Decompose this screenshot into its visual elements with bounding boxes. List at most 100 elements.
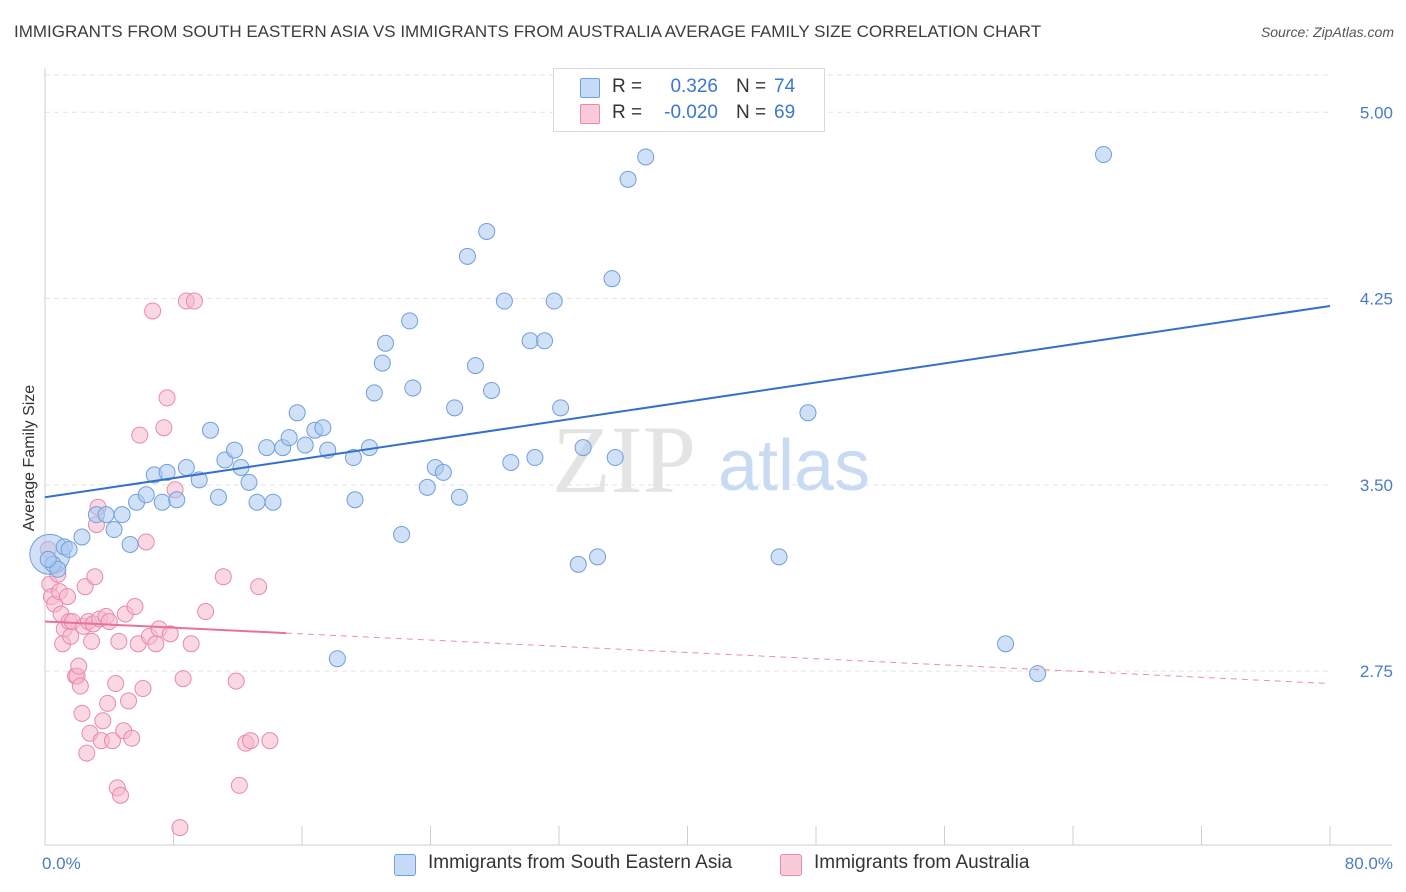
point-sea xyxy=(619,170,637,188)
point-australia xyxy=(71,677,89,695)
legend-r-value: -0.020 xyxy=(664,102,718,123)
trend-line-australia-solid xyxy=(44,620,286,635)
legend-r-label: R = xyxy=(612,76,643,97)
point-australia xyxy=(230,776,248,794)
point-australia xyxy=(99,694,117,712)
x-tick-label-min: 0.0% xyxy=(42,854,81,873)
point-sea xyxy=(404,379,422,397)
point-sea xyxy=(209,488,227,506)
point-sea xyxy=(158,463,176,481)
point-sea xyxy=(258,439,276,457)
legend-swatch-pink xyxy=(580,104,600,124)
y-axis-label: Average Family Size xyxy=(21,385,38,532)
point-australia xyxy=(161,625,179,643)
point-australia xyxy=(83,632,101,650)
point-sea xyxy=(545,292,563,310)
point-sea xyxy=(536,332,554,350)
point-sea xyxy=(201,421,219,439)
point-sea xyxy=(346,491,364,509)
grid-lines xyxy=(45,74,1330,672)
watermark: ZIP atlas xyxy=(552,406,870,513)
point-australia xyxy=(94,712,112,730)
y-tick-label: 5.00 xyxy=(1360,103,1393,122)
point-australia xyxy=(174,670,192,688)
point-sea xyxy=(248,493,266,511)
series-sea-points xyxy=(29,145,1113,683)
point-sea xyxy=(377,334,395,352)
point-australia xyxy=(100,612,118,630)
point-sea xyxy=(168,491,186,509)
point-australia xyxy=(58,588,76,606)
point-sea xyxy=(121,535,139,553)
trend-line-australia-dashed xyxy=(285,632,1331,685)
point-australia xyxy=(137,533,155,551)
point-australia xyxy=(134,680,152,698)
watermark-atlas: atlas xyxy=(718,426,870,506)
tick-labels: 2.75 3.50 4.25 5.00 0.0% 80.0% xyxy=(42,103,1393,873)
point-australia xyxy=(110,632,128,650)
legend-swatch-blue xyxy=(580,78,600,98)
point-australia xyxy=(214,568,232,586)
watermark-zip: ZIP xyxy=(552,406,696,513)
point-australia xyxy=(147,635,165,653)
legend-r-label: R = xyxy=(612,102,643,123)
point-australia xyxy=(123,729,141,747)
point-australia xyxy=(197,603,215,621)
point-sea xyxy=(288,404,306,422)
point-australia xyxy=(250,578,268,596)
point-australia xyxy=(171,819,189,837)
axes xyxy=(44,68,1392,846)
point-australia xyxy=(111,786,129,804)
point-sea xyxy=(799,404,817,422)
point-sea xyxy=(603,270,621,288)
point-sea xyxy=(137,486,155,504)
point-australia xyxy=(86,568,104,586)
trend-line-sea xyxy=(44,305,1331,499)
point-sea xyxy=(483,381,501,399)
point-sea xyxy=(552,399,570,417)
point-sea xyxy=(73,528,91,546)
point-australia xyxy=(73,704,91,722)
point-sea xyxy=(105,521,123,539)
y-tick-label: 2.75 xyxy=(1360,662,1393,681)
point-sea xyxy=(502,453,520,471)
point-australia xyxy=(103,732,121,750)
point-sea xyxy=(418,478,436,496)
legend-n-label: N = xyxy=(736,102,767,123)
point-sea xyxy=(344,449,362,467)
bottom-legend-label-australia: Immigrants from Australia xyxy=(814,852,1030,873)
point-sea xyxy=(39,550,57,568)
point-sea xyxy=(365,384,383,402)
point-australia xyxy=(126,598,144,616)
point-sea xyxy=(526,449,544,467)
point-sea xyxy=(997,635,1015,653)
point-sea xyxy=(393,526,411,544)
source-credit: Source: ZipAtlas.com xyxy=(1260,24,1394,40)
point-sea xyxy=(328,650,346,668)
point-sea xyxy=(458,247,476,265)
point-sea xyxy=(450,488,468,506)
bottom-legend-swatch-blue xyxy=(394,854,416,876)
point-australia xyxy=(78,744,96,762)
point-australia xyxy=(158,389,176,407)
legend-n-value: 74 xyxy=(774,76,796,97)
point-sea xyxy=(434,463,452,481)
point-australia xyxy=(120,692,138,710)
point-sea xyxy=(153,493,171,511)
correlation-legend: R = 0.326 N = 74 R = -0.020 N = 69 xyxy=(553,68,825,132)
point-sea xyxy=(373,354,391,372)
point-sea xyxy=(296,436,314,454)
point-australia xyxy=(242,732,260,750)
point-australia xyxy=(155,419,173,437)
point-sea xyxy=(495,292,513,310)
x-tick-label-max: 80.0% xyxy=(1345,854,1393,873)
point-sea xyxy=(569,555,587,573)
series-australia-points xyxy=(39,292,279,837)
point-sea xyxy=(97,506,115,524)
point-australia xyxy=(261,732,279,750)
bottom-legend-swatch-pink xyxy=(780,854,802,876)
legend-n-label: N = xyxy=(736,76,767,97)
point-sea xyxy=(280,429,298,447)
point-sea xyxy=(60,540,78,558)
